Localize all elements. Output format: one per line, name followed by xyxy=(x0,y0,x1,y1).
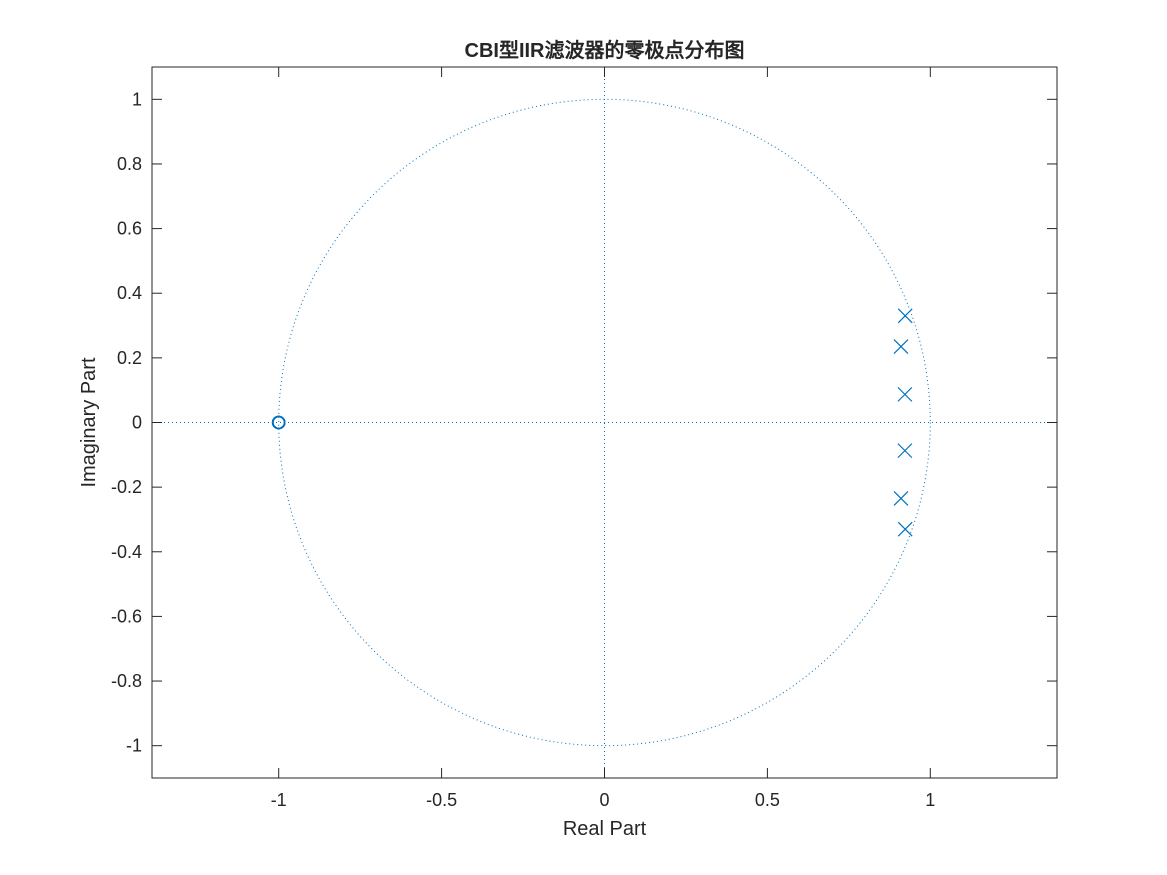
pole-marker xyxy=(893,491,909,506)
pole-marker xyxy=(897,443,913,459)
x-tick-label: 0.5 xyxy=(755,790,780,810)
x-axis-ticks: -1 -0.5 0 0.5 1 xyxy=(271,67,935,810)
x-tick-label: 1 xyxy=(925,790,935,810)
y-tick-label: 0.8 xyxy=(117,154,142,174)
unit-circle xyxy=(278,98,931,747)
x-tick-label: 0 xyxy=(599,790,609,810)
y-axis-label: Imaginary Part xyxy=(78,357,100,487)
x-tick-label: -0.5 xyxy=(426,790,457,810)
plot-frame xyxy=(151,66,1058,779)
y-tick-label: -0.2 xyxy=(111,477,142,497)
y-tick-label: 0.2 xyxy=(117,348,142,368)
y-tick-label: 0.6 xyxy=(117,219,142,239)
y-tick-label: -0.8 xyxy=(111,671,142,691)
pole-marker xyxy=(897,386,913,402)
zeros-series xyxy=(271,415,286,430)
y-tick-label: -0.6 xyxy=(111,606,142,626)
y-tick-label: 0 xyxy=(132,413,142,433)
y-tick-label: 1 xyxy=(132,89,142,109)
pole-marker xyxy=(893,339,909,354)
poles-series xyxy=(893,308,913,537)
y-axis-ticks: -1 -0.8 -0.6 -0.4 -0.2 0 0.2 0.4 0.6 0.8 1 xyxy=(111,89,1057,756)
zero-marker xyxy=(271,415,286,430)
pole-marker xyxy=(897,521,913,537)
x-axis-label: Real Part xyxy=(563,818,647,840)
y-tick-label: -0.4 xyxy=(111,542,142,562)
y-tick-label: 0.4 xyxy=(117,283,142,303)
y-tick-label: -1 xyxy=(126,736,142,756)
chart-title: CBI型IIR滤波器的零极点分布图 xyxy=(465,38,745,62)
pole-marker xyxy=(897,308,913,324)
x-tick-label: -1 xyxy=(271,790,287,810)
reference-lines xyxy=(152,67,1057,778)
